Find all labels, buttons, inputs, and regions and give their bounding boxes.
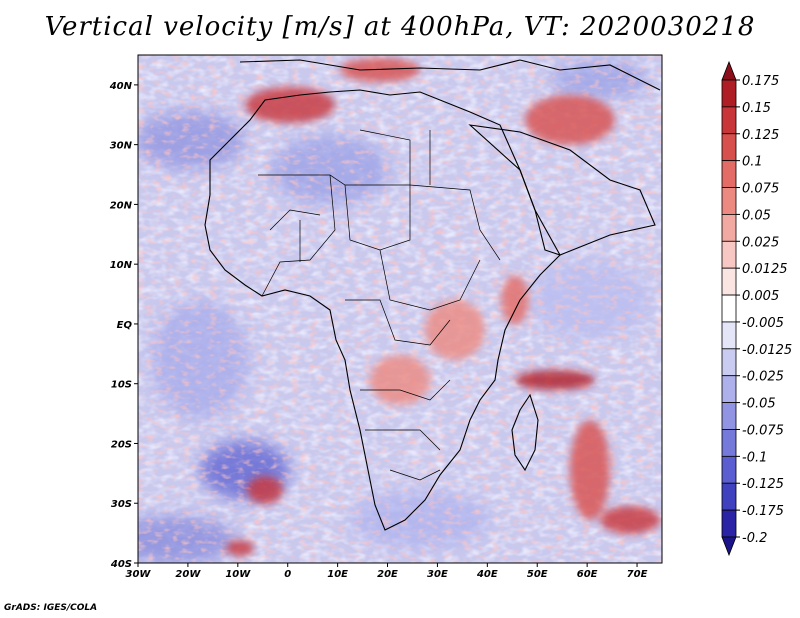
x-tick-label: 60E [577,569,598,580]
y-tick-label: EQ [117,320,133,331]
colorbar-segment [721,455,737,484]
colorbar-segment [721,267,737,296]
grads-credit: GrADS: IGES/COLA [4,603,98,613]
colorbar-label: 0.175 [742,74,779,89]
x-tick-label: 10E [327,569,348,580]
axes: 30W 20W 10W 0 10E 20E 30E 40E 50E 60E 70E 40N 30N 20N… [109,81,648,580]
colorbar-segment [721,187,737,215]
colorbar: 0.175 0.15 0.125 0.1 0.075 0.05 0.025 0.0125 0.0… [721,60,792,557]
country-borders [258,129,501,481]
colorbar-label: -0.2 [742,531,767,546]
y-tick-label: 20N [110,200,133,211]
x-tick-label: 20W [175,569,201,580]
colorbar-label: 0.125 [742,128,779,143]
x-tick-label: 40E [476,569,498,580]
colorbar-segment [721,133,737,162]
colorbar-segment [721,321,737,350]
colorbar-label: 0.05 [742,208,771,223]
x-tick-label: 20E [377,569,398,580]
colorbar-label: -0.025 [742,370,784,385]
colorbar-label: -0.005 [742,316,784,331]
colorbar-segment [721,240,737,269]
colorbar-segment [721,402,737,430]
colorbar-segment [721,375,737,403]
y-tick-label: 40S [110,559,132,570]
colorbar-label: 0.075 [742,182,779,197]
colorbar-label: -0.0125 [742,343,792,358]
colorbar-label: 0.1 [742,155,763,170]
y-tick-label: 30S [111,499,132,510]
colorbar-label: -0.125 [742,477,784,492]
colorbar-segment [721,348,737,377]
colorbar-segment [721,160,737,188]
y-tick-label: 20S [111,439,132,450]
x-tick-label: 30E [427,569,448,580]
colorbar-label: -0.05 [742,397,776,412]
colorbar-label: 0.005 [742,289,779,304]
x-tick-label: 10W [225,569,251,580]
colorbar-segment [721,106,737,135]
colorbar-label: 0.0125 [742,262,788,277]
colorbar-segment [721,429,737,457]
chart-title: Vertical velocity [m/s] at 400hPa, VT: 2… [44,12,756,42]
colorbar-max-arrow [721,60,737,81]
y-tick-label: 10S [111,380,132,391]
colorbar-min-arrow [721,536,737,557]
y-tick-label: 40N [109,81,133,92]
colorbar-segment [721,509,737,538]
colorbar-label: -0.1 [742,450,767,465]
colorbar-label: 0.15 [742,101,771,116]
colorbar-label: 0.025 [742,235,779,250]
x-tick-label: 70E [627,569,648,580]
coastlines [204,59,661,531]
x-tick-label: 30W [126,569,152,580]
colorbar-label: -0.075 [742,423,784,438]
y-tick-label: 30N [110,141,133,152]
velocity-field [138,55,662,563]
colorbar-segment [721,294,737,323]
x-tick-label: 50E [527,569,548,580]
plot-frame [137,54,663,564]
colorbar-segment [721,214,737,242]
colorbar-segment [721,482,737,511]
colorbar-segment [721,79,737,108]
x-tick-label: 0 [284,569,291,580]
colorbar-label: -0.175 [742,504,784,519]
y-tick-label: 10N [110,260,133,271]
